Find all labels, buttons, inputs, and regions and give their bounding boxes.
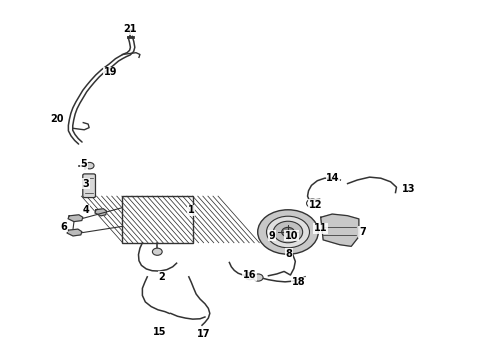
- Text: 9: 9: [269, 231, 275, 240]
- Circle shape: [307, 199, 318, 208]
- Polygon shape: [67, 229, 82, 236]
- Text: 20: 20: [50, 114, 64, 124]
- Text: 16: 16: [243, 270, 257, 280]
- Text: 15: 15: [153, 327, 166, 337]
- Text: 2: 2: [159, 272, 165, 282]
- Text: 13: 13: [402, 184, 416, 194]
- Text: 18: 18: [292, 277, 306, 287]
- Text: 4: 4: [83, 206, 90, 216]
- Text: 6: 6: [61, 222, 68, 231]
- Circle shape: [273, 221, 303, 243]
- Circle shape: [245, 273, 255, 280]
- Text: 19: 19: [104, 67, 118, 77]
- Polygon shape: [321, 214, 359, 246]
- Text: 7: 7: [359, 227, 366, 237]
- Circle shape: [152, 248, 162, 255]
- Text: 21: 21: [123, 24, 137, 35]
- Polygon shape: [68, 215, 83, 222]
- Polygon shape: [95, 209, 107, 216]
- Text: 3: 3: [83, 179, 90, 189]
- Text: 12: 12: [309, 200, 322, 210]
- Circle shape: [267, 216, 310, 248]
- Circle shape: [85, 162, 94, 169]
- Text: 10: 10: [285, 231, 298, 240]
- Text: 1: 1: [188, 206, 195, 216]
- Text: 11: 11: [314, 224, 327, 233]
- Text: 17: 17: [196, 329, 210, 339]
- Bar: [122, 196, 193, 243]
- Text: 5: 5: [80, 159, 87, 169]
- Circle shape: [253, 274, 263, 281]
- Circle shape: [258, 210, 318, 254]
- FancyBboxPatch shape: [83, 174, 96, 198]
- Text: 14: 14: [326, 173, 340, 183]
- Text: 8: 8: [286, 248, 293, 258]
- Circle shape: [282, 227, 294, 237]
